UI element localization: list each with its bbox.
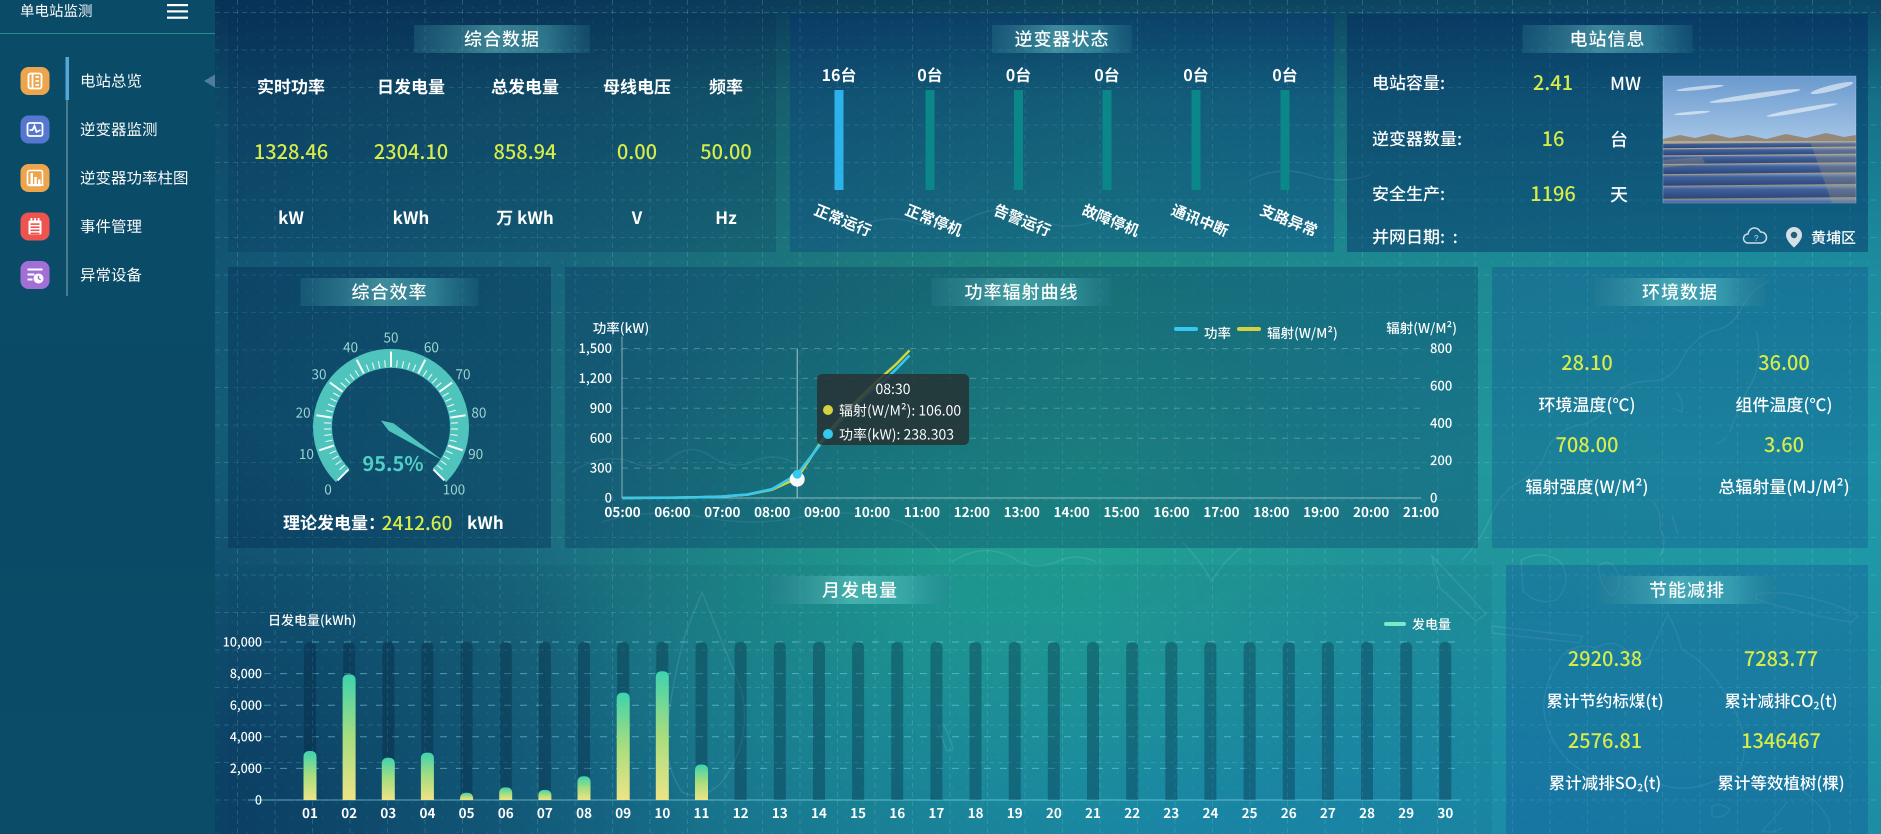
svg-text:?: ? — [1754, 234, 1759, 243]
